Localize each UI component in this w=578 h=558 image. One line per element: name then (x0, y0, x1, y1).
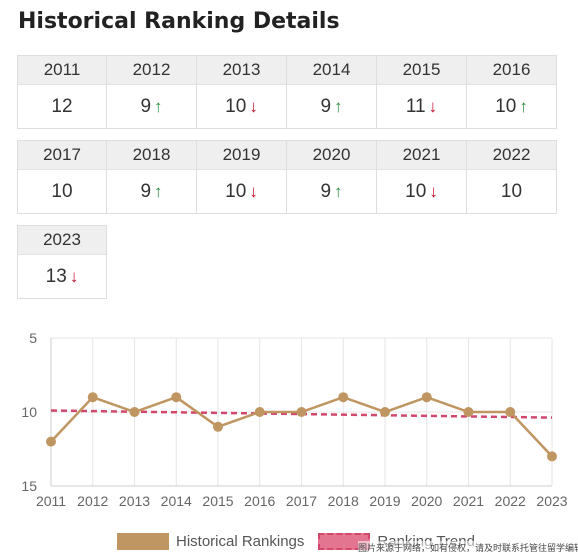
rank-value: 10 (405, 181, 427, 202)
x-tick-label: 2012 (77, 493, 108, 509)
historical-data-point (421, 392, 432, 403)
historical-data-point (87, 392, 98, 403)
rank-value: 13 (45, 266, 67, 287)
arrow-up-icon: ↑ (334, 182, 343, 201)
historical-data-point (380, 407, 390, 417)
x-tick-label: 2023 (536, 493, 567, 509)
legend-historical[interactable]: Historical Rankings (117, 532, 305, 550)
historical-data-point (254, 407, 265, 417)
rank-value-cell: 11 ↓ (377, 85, 466, 129)
y-tick-label: 5 (29, 330, 37, 346)
arrow-up-icon: ↑ (154, 97, 163, 116)
rank-value-cell: 12 (18, 85, 106, 129)
rank-year: 2020 (287, 141, 376, 170)
watermark-text: 图片来源于网络，如有侵权，请及时联系托管往留学编辑 (358, 541, 578, 554)
rank-value-cell: 10 (18, 170, 106, 214)
rank-cell-2015: 2015 11 ↓ (376, 55, 467, 129)
x-tick-label: 2022 (495, 493, 526, 509)
rank-year: 2017 (18, 141, 106, 170)
x-tick-label: 2018 (328, 493, 359, 509)
rank-value-cell: 10 ↓ (197, 85, 286, 129)
x-tick-label: 2019 (369, 493, 400, 509)
rank-value-cell: 9 ↑ (287, 170, 376, 214)
legend-historical-label: Historical Rankings (176, 532, 305, 550)
x-tick-label: 2011 (36, 493, 66, 509)
rank-cell-2018: 2018 9 ↑ (106, 140, 197, 214)
rank-value: 10 (225, 181, 247, 202)
rank-value: 12 (51, 96, 73, 117)
x-tick-label: 2021 (453, 493, 484, 509)
rank-year: 2015 (377, 56, 466, 85)
rank-value-cell: 9 ↑ (107, 170, 196, 214)
rank-cell-2017: 2017 10 (17, 140, 107, 214)
historical-data-point (213, 421, 223, 432)
rank-value-cell: 10 ↓ (377, 170, 466, 214)
rank-cell-2023: 2023 13 ↓ (17, 225, 107, 299)
arrow-up-icon: ↑ (519, 97, 528, 116)
rank-year: 2011 (18, 56, 106, 85)
rank-cell-2022: 2022 10 (466, 140, 557, 214)
rank-cell-2020: 2020 9 ↑ (286, 140, 377, 214)
rank-value-cell: 10 (467, 170, 556, 214)
historical-data-point (46, 436, 56, 447)
historical-data-point (296, 407, 307, 417)
page-title: Historical Ranking Details (18, 9, 340, 34)
rank-cell-2013: 2013 10 ↓ (196, 55, 287, 129)
x-tick-label: 2014 (161, 493, 192, 509)
x-tick-label: 2016 (244, 493, 275, 509)
rank-cell-2012: 2012 9 ↑ (106, 55, 197, 129)
rank-year: 2013 (197, 56, 286, 85)
rank-cell-2019: 2019 10 ↓ (196, 140, 287, 214)
historical-data-point (505, 407, 516, 417)
rank-cell-2014: 2014 9 ↑ (286, 55, 377, 129)
rank-value-cell: 9 ↑ (287, 85, 376, 129)
rank-value: 11 (405, 96, 426, 117)
rank-value-cell: 9 ↑ (107, 85, 196, 129)
y-tick-label: 15 (21, 478, 37, 494)
rank-value: 10 (500, 181, 523, 202)
rank-year: 2012 (107, 56, 196, 85)
rank-year: 2023 (18, 226, 106, 255)
historical-data-point (338, 392, 349, 403)
rank-year: 2014 (287, 56, 376, 85)
x-tick-label: 2013 (119, 493, 150, 509)
legend-historical-swatch (117, 532, 169, 550)
arrow-down-icon: ↓ (249, 182, 258, 201)
x-tick-label: 2015 (202, 493, 233, 509)
arrow-down-icon: ↓ (428, 97, 438, 116)
y-tick-label: 10 (21, 404, 37, 420)
arrow-down-icon: ↓ (249, 97, 258, 116)
rank-value: 10 (495, 96, 517, 117)
arrow-down-icon: ↓ (429, 182, 438, 201)
rank-value: 9 (320, 96, 332, 117)
historical-data-point (171, 392, 182, 403)
rank-year: 2016 (467, 56, 556, 85)
ranking-table: 2011 12 2012 9 ↑ 2013 10 ↓ 2014 9 ↑ 2015 11 ↓ 2016 10 ↑ 2… (17, 55, 557, 299)
rank-year: 2021 (377, 141, 466, 170)
rank-year: 2018 (107, 141, 196, 170)
rank-value: 10 (51, 181, 73, 202)
rank-cell-2011: 2011 12 (17, 55, 107, 129)
rank-year: 2019 (197, 141, 286, 170)
rank-value-cell: 10 ↓ (197, 170, 286, 214)
x-tick-label: 2017 (286, 493, 317, 509)
x-tick-label: 2020 (411, 493, 442, 509)
rank-year: 2022 (467, 141, 556, 170)
historical-data-point (463, 407, 474, 417)
rank-value: 9 (140, 181, 152, 202)
rank-value: 9 (140, 96, 152, 117)
rank-cell-2021: 2021 10 ↓ (376, 140, 467, 214)
historical-data-point (129, 407, 140, 417)
rank-cell-2016: 2016 10 ↑ (466, 55, 557, 129)
arrow-up-icon: ↑ (334, 97, 343, 116)
rank-value-cell: 10 ↑ (467, 85, 556, 129)
rank-value-cell: 13 ↓ (18, 255, 106, 299)
historical-data-point (547, 451, 557, 462)
rank-value: 9 (320, 181, 332, 202)
arrow-down-icon: ↓ (69, 267, 79, 286)
rank-value: 10 (225, 96, 247, 117)
arrow-up-icon: ↑ (154, 182, 163, 201)
